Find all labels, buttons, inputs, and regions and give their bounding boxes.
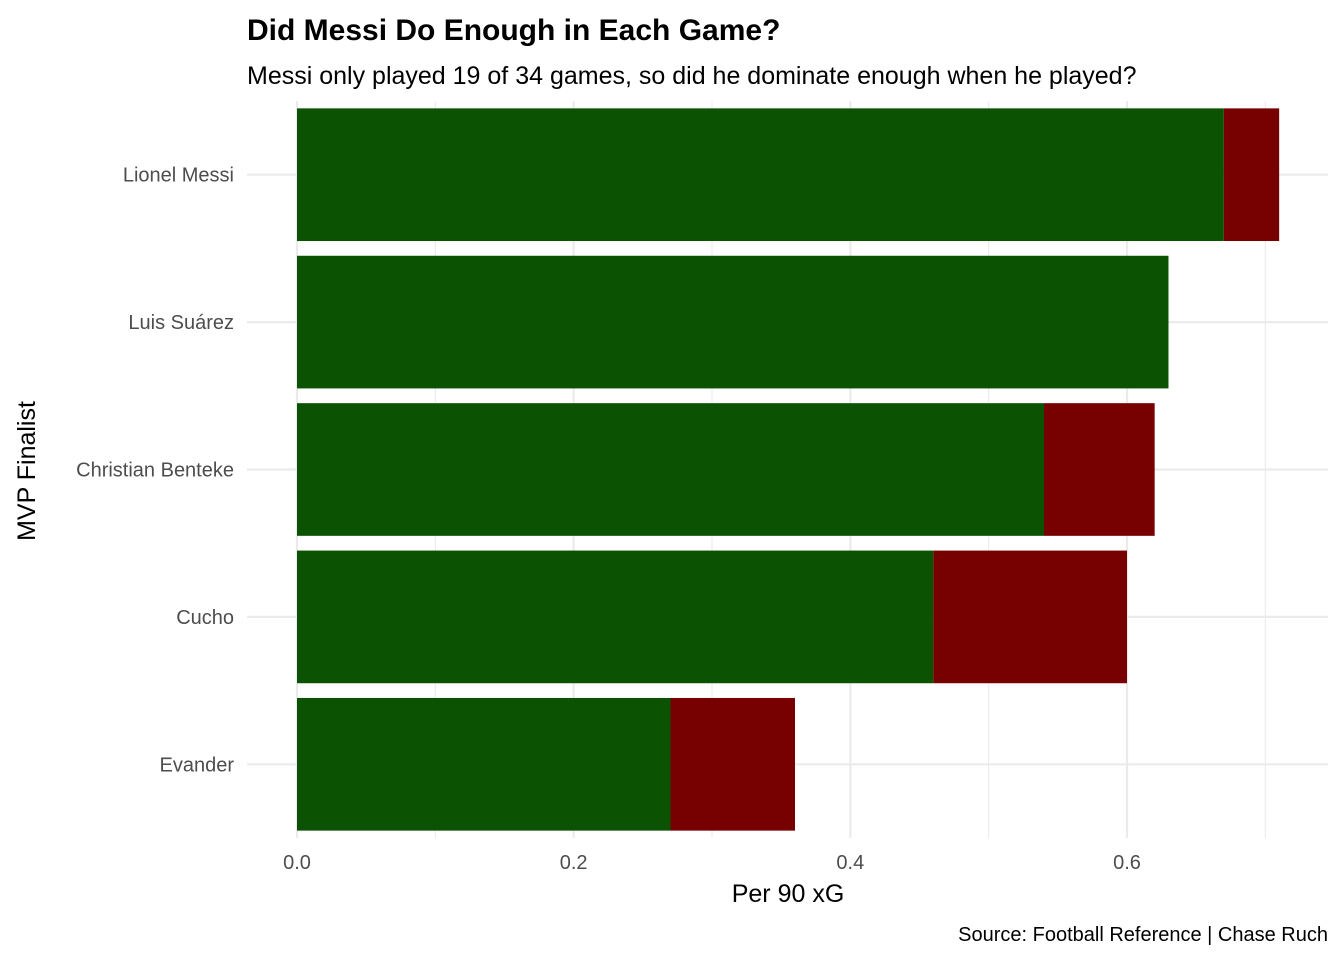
chart-caption: Source: Football Reference | Chase Ruch — [958, 924, 1328, 946]
bar-segment — [1044, 403, 1155, 536]
x-tick-label: 0.2 — [560, 852, 588, 874]
bar-segment — [933, 550, 1127, 684]
bar-segment — [297, 697, 671, 831]
bars — [297, 108, 1280, 831]
y-axis-title: MVP Finalist — [13, 401, 41, 541]
bar-segment — [297, 108, 1224, 242]
bar-segment — [1223, 108, 1280, 242]
x-tick-label: 0.4 — [836, 852, 864, 874]
y-tick-label: Cucho — [176, 607, 234, 629]
y-tick-label: Luis Suárez — [128, 312, 234, 334]
bar-segment — [297, 550, 934, 684]
x-axis-title: Per 90 xG — [732, 880, 845, 908]
x-tick-label: 0.0 — [283, 852, 311, 874]
bar-segment — [670, 697, 795, 831]
y-tick-label: Evander — [160, 754, 235, 776]
bar-segment — [297, 255, 1169, 389]
y-tick-label: Christian Benteke — [76, 460, 234, 482]
y-axis-ticks: Lionel Messi Luis Suárez Christian Benteke… — [76, 165, 234, 777]
chart-subtitle: Messi only played 19 of 34 games, so did… — [247, 62, 1137, 90]
x-axis-ticks: 0.0 0.2 0.4 0.6 — [283, 852, 1141, 874]
bar-segment — [297, 403, 1044, 536]
y-tick-label: Lionel Messi — [123, 165, 234, 187]
chart-title: Did Messi Do Enough in Each Game? — [247, 14, 780, 47]
x-tick-label: 0.6 — [1113, 852, 1141, 874]
